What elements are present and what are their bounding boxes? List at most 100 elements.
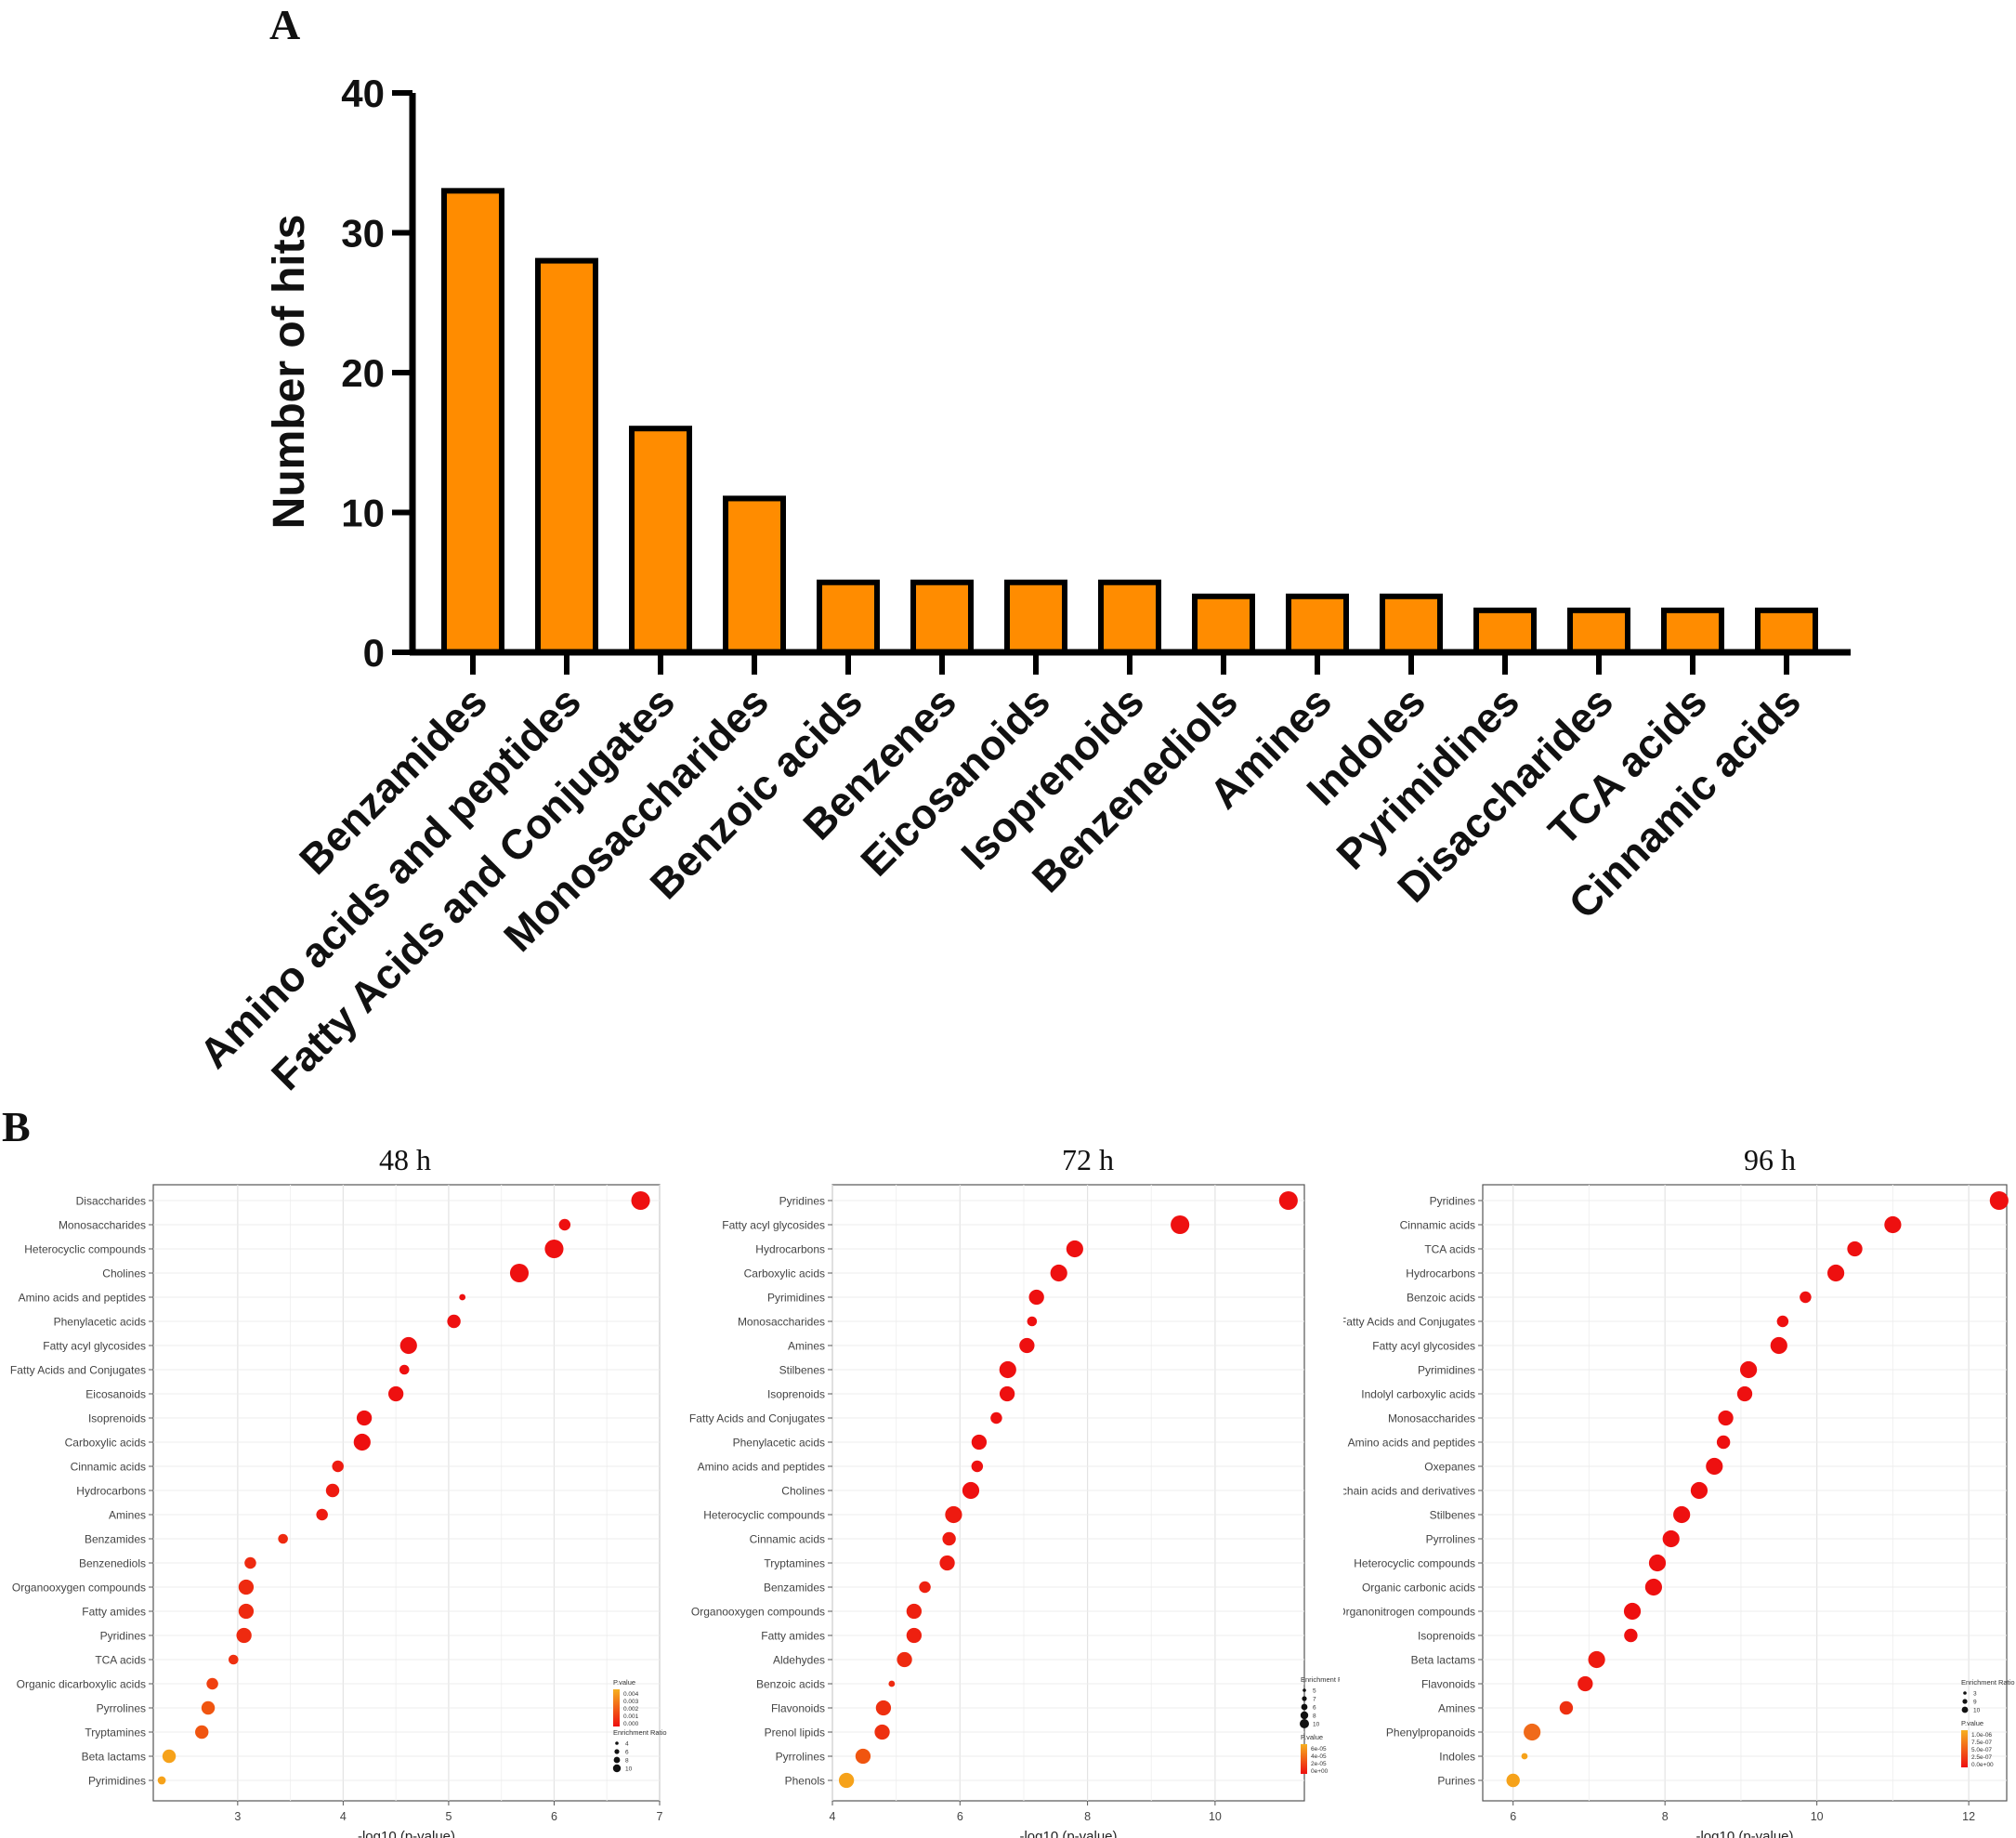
pvalue-colorbar [1301,1744,1307,1774]
dot-22 [1524,1723,1541,1741]
dot-12 [325,1483,340,1498]
dot-9 [990,1411,1002,1424]
y-tick-label-3: Carboxylic acids [744,1267,825,1280]
dot-7 [399,1364,410,1375]
dot-17 [238,1603,255,1620]
pvalue-colorbar [1961,1730,1968,1767]
y-tick-label-4: Amino acids and peptides [19,1292,146,1305]
x-axis-title: -log10 (p-value) [1695,1829,1793,1838]
dot-4 [1800,1291,1812,1304]
dot-0 [1278,1190,1298,1211]
pvalue-legend-tick-3: 0.001 [623,1713,639,1720]
y-tick-label-12: Hydrocarbons [76,1485,146,1498]
dot-15 [939,1555,955,1571]
panel-a-label: A [269,1,301,48]
dot-18 [906,1627,923,1644]
y-tick-label-7: Stilbenes [779,1364,825,1377]
y-tick-label-17: Fatty amides [82,1606,146,1619]
dot-6 [399,1336,417,1355]
y-tick-label-13: Stilbenes [1430,1509,1475,1522]
dot-6 [1019,1337,1035,1354]
y-tick-label-16: Organic carbonic acids [1362,1582,1475,1595]
ratio-legend-tick-0: 3 [1973,1691,1977,1698]
pvalue-legend-tick-0: 1.0e-06 [1971,1732,1992,1739]
y-tick-label-15: Heterocyclic compounds [1354,1557,1475,1570]
ratio-legend-title: Enrichment Ratio [1301,1675,1340,1684]
plot-panel [1482,1184,2008,1802]
plot-panel [152,1184,661,1802]
dot-1 [558,1218,571,1231]
ratio-legend-dot-2 [1301,1703,1308,1711]
y-tick-label-2: TCA acids [1424,1243,1475,1256]
y-tick-label-23: Pyrrolines [776,1751,825,1764]
y-tick-label-6: Amines [788,1340,825,1353]
y-tick-label-1: 10 [341,492,385,535]
dot-5 [447,1314,461,1329]
dot-13 [316,1508,328,1521]
bar-13 [1661,607,1724,655]
ratio-legend-tick-4: 10 [1313,1722,1320,1728]
dot-11 [1706,1457,1723,1476]
dot-19 [897,1651,912,1668]
pvalue-legend-tick-4: 0.000 [623,1721,639,1727]
dot-21 [201,1700,216,1715]
y-tick-label-24: Phenols [785,1775,825,1788]
pvalue-legend-title: P.value [1961,1719,1983,1727]
y-tick-label-10: Amino acids and peptides [1348,1437,1475,1450]
dot-17 [1623,1602,1642,1621]
y-tick-label-10: Phenylacetic acids [733,1437,825,1450]
x-tick-label-1: Amino acids and peptides [190,677,590,1077]
y-tick-label-6: Fatty acyl glycosides [43,1340,146,1353]
ratio-legend-dot-0 [615,1741,619,1745]
bar-4 [817,579,880,655]
dot-16 [919,1581,931,1594]
y-tick-label-0: Pyridines [1430,1195,1475,1208]
ratio-legend-tick-2: 10 [1973,1708,1981,1714]
y-tick-label-16: Benzamides [764,1582,825,1595]
y-tick-label-18: Isoprenoids [1418,1630,1475,1643]
x-tick-label-2: Fatty Acids and Conjugates [262,677,684,1099]
ratio-legend-dot-1 [1302,1696,1307,1701]
y-tick-label-4: Pyrimidines [767,1292,825,1305]
bar-5 [910,579,974,655]
dot-23 [855,1748,871,1765]
y-tick-label-7: Pyrimidines [1418,1364,1475,1377]
y-tick-label-23: Beta lactams [82,1751,146,1764]
y-tick-label-21: Flavonoids [771,1702,825,1715]
pvalue-legend-tick-2: 0.002 [623,1706,639,1713]
y-tick-label-8: Isoprenoids [767,1388,825,1401]
dot-0 [1989,1190,2009,1211]
pvalue-legend-tick-1: 0.003 [623,1699,639,1705]
y-tick-label-22: Phenylpropanoids [1386,1726,1475,1740]
x-tick-label-0: 4 [830,1810,836,1823]
pvalue-legend-title: P.value [1301,1733,1323,1741]
y-tick-label-5: Monosaccharides [738,1316,825,1329]
x-tick-label-2: 10 [1811,1810,1824,1823]
bar-1 [535,257,598,655]
y-tick-label-21: Pyrrolines [97,1702,146,1715]
pvalue-legend-tick-0: 0.004 [623,1691,639,1698]
x-tick-label-3: 12 [1962,1810,1975,1823]
dot-17 [906,1603,923,1620]
dot-15 [244,1556,256,1569]
dot-0 [631,1190,650,1211]
dot-10 [971,1434,988,1451]
x-axis-title: -log10 (p-value) [358,1829,455,1838]
dot-15 [1648,1554,1667,1572]
plot-panel [831,1184,1305,1802]
y-tick-label-0: 0 [363,631,385,675]
y-tick-label-24: Purines [1437,1775,1475,1788]
dot-10 [353,1433,371,1451]
y-tick-label-12: Short-chain acids and derivatives [1343,1485,1475,1498]
dot-12 [962,1481,980,1500]
dot-20 [1577,1675,1593,1692]
y-tick-label-1: Monosaccharides [59,1219,146,1232]
y-tick-label-2: 20 [341,351,385,395]
ratio-legend-dot-3 [612,1764,622,1773]
x-tick-label-1: 6 [957,1810,963,1823]
y-tick-label-11: Amino acids and peptides [698,1461,825,1474]
y-tick-label-9: Monosaccharides [1388,1412,1475,1425]
y-tick-label-7: Fatty Acids and Conjugates [10,1364,146,1377]
